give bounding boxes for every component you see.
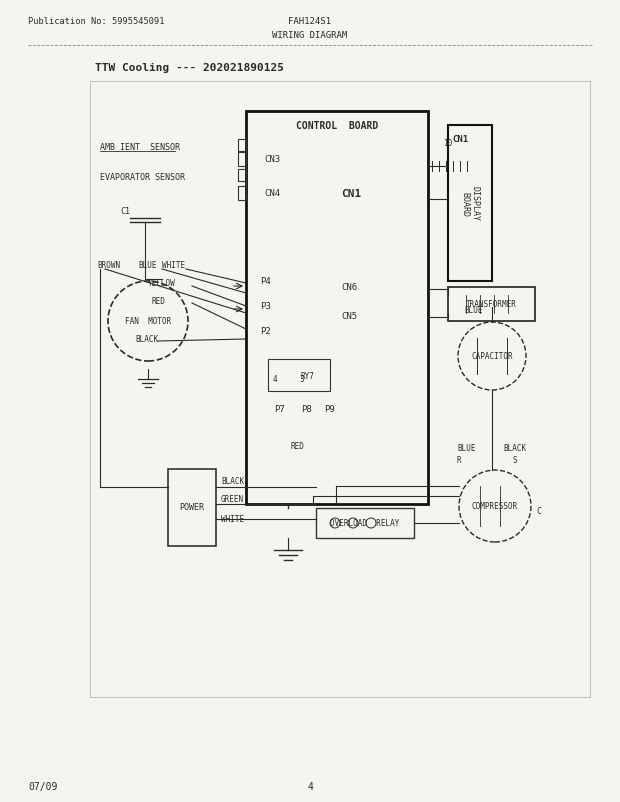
Text: P8: P8 — [301, 405, 312, 414]
Text: RED: RED — [152, 297, 166, 306]
Text: TTW Cooling --- 202021890125: TTW Cooling --- 202021890125 — [95, 63, 284, 73]
Text: P2: P2 — [260, 327, 271, 336]
Text: R: R — [457, 456, 462, 465]
Text: POWER: POWER — [180, 503, 205, 512]
Text: P7: P7 — [274, 405, 285, 414]
Text: YELLOW: YELLOW — [148, 279, 175, 288]
Text: CONTROL  BOARD: CONTROL BOARD — [296, 121, 378, 131]
Text: BLUE: BLUE — [464, 306, 482, 315]
Bar — [448, 126, 492, 282]
Text: P3: P3 — [260, 302, 271, 311]
Text: P4: P4 — [260, 277, 271, 286]
Text: BLUE: BLUE — [457, 444, 476, 453]
Text: 10: 10 — [443, 140, 452, 148]
Text: 4: 4 — [307, 781, 313, 791]
Text: WHITE: WHITE — [221, 515, 244, 524]
Text: 4: 4 — [273, 375, 278, 384]
Bar — [168, 469, 216, 546]
Bar — [238, 140, 246, 152]
Text: S: S — [513, 456, 518, 465]
Text: WIRING DIAGRAM: WIRING DIAGRAM — [272, 31, 348, 40]
Bar — [238, 170, 246, 182]
Text: COMPRESSOR: COMPRESSOR — [472, 502, 518, 511]
Bar — [246, 111, 428, 504]
Text: RED: RED — [291, 442, 305, 451]
Text: TRANSFORMER: TRANSFORMER — [466, 300, 516, 309]
Text: WHITE: WHITE — [162, 260, 185, 269]
Text: GREEN: GREEN — [221, 495, 244, 504]
Text: 3: 3 — [300, 375, 304, 384]
Text: AMB IENT  SENSOR: AMB IENT SENSOR — [100, 142, 180, 152]
Text: BLACK: BLACK — [503, 444, 526, 453]
Text: FAH124S1: FAH124S1 — [288, 18, 332, 26]
Text: C1: C1 — [120, 207, 130, 217]
Bar — [238, 187, 246, 200]
Text: P9: P9 — [324, 405, 335, 414]
Text: CN4: CN4 — [264, 189, 280, 198]
Text: CAPACITOR: CAPACITOR — [471, 352, 513, 361]
Text: BLUE: BLUE — [138, 260, 156, 269]
Text: BLACK: BLACK — [221, 477, 244, 486]
Text: C: C — [536, 507, 541, 516]
Text: DISPLAY
BOARD: DISPLAY BOARD — [460, 186, 480, 221]
Text: CN3: CN3 — [264, 156, 280, 164]
Text: CN1: CN1 — [452, 136, 468, 144]
Bar — [448, 288, 535, 322]
Bar — [268, 359, 330, 391]
Text: OVERLOAD  RELAY: OVERLOAD RELAY — [330, 519, 400, 528]
Bar — [316, 508, 414, 538]
Text: CN1: CN1 — [341, 188, 361, 199]
Text: EVAPORATOR SENSOR: EVAPORATOR SENSOR — [100, 172, 185, 181]
Bar — [238, 153, 246, 167]
Text: CN5: CN5 — [341, 312, 357, 321]
Text: FAN  MOTOR: FAN MOTOR — [125, 317, 171, 326]
Text: BROWN: BROWN — [97, 260, 120, 269]
Text: Publication No: 5995545091: Publication No: 5995545091 — [28, 18, 164, 26]
Text: 07/09: 07/09 — [28, 781, 58, 791]
Text: RY7: RY7 — [301, 372, 315, 381]
Text: CN6: CN6 — [341, 282, 357, 291]
Text: BLACK: BLACK — [135, 335, 158, 344]
